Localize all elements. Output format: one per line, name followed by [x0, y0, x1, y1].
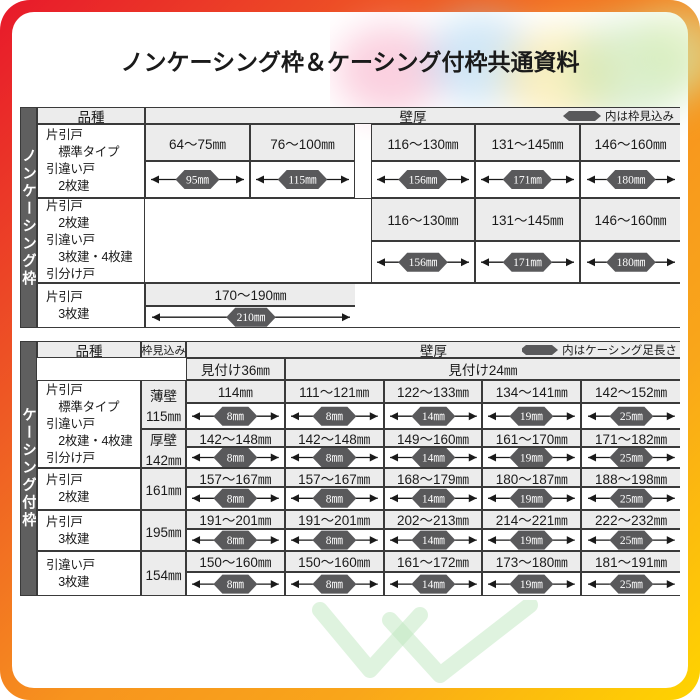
svg-text:25㎜: 25㎜ — [620, 579, 643, 591]
svg-text:25㎜: 25㎜ — [620, 452, 643, 464]
svg-text:19㎜: 19㎜ — [520, 579, 543, 591]
svg-text:14㎜: 14㎜ — [422, 535, 445, 547]
svg-text:14㎜: 14㎜ — [422, 411, 445, 423]
svg-text:8㎜: 8㎜ — [326, 579, 344, 591]
svg-text:8㎜: 8㎜ — [227, 579, 245, 591]
svg-text:8㎜: 8㎜ — [227, 535, 245, 547]
svg-text:25㎜: 25㎜ — [620, 535, 643, 547]
svg-text:8㎜: 8㎜ — [227, 452, 245, 464]
svg-text:180㎜: 180㎜ — [616, 257, 645, 269]
svg-text:180㎜: 180㎜ — [616, 175, 645, 187]
svg-text:8㎜: 8㎜ — [227, 411, 245, 423]
svg-text:8㎜: 8㎜ — [326, 535, 344, 547]
svg-text:19㎜: 19㎜ — [520, 494, 543, 506]
svg-text:14㎜: 14㎜ — [422, 494, 445, 506]
svg-text:19㎜: 19㎜ — [520, 411, 543, 423]
svg-text:14㎜: 14㎜ — [422, 579, 445, 591]
svg-text:8㎜: 8㎜ — [326, 452, 344, 464]
svg-text:14㎜: 14㎜ — [422, 452, 445, 464]
svg-text:171㎜: 171㎜ — [513, 257, 542, 269]
svg-text:156㎜: 156㎜ — [409, 257, 438, 269]
svg-text:156㎜: 156㎜ — [409, 175, 438, 187]
svg-text:8㎜: 8㎜ — [227, 494, 245, 506]
svg-text:171㎜: 171㎜ — [513, 175, 542, 187]
svg-text:19㎜: 19㎜ — [520, 452, 543, 464]
svg-text:115㎜: 115㎜ — [288, 175, 317, 187]
svg-text:25㎜: 25㎜ — [620, 494, 643, 506]
svg-text:95㎜: 95㎜ — [186, 175, 210, 187]
svg-text:210㎜: 210㎜ — [236, 312, 265, 324]
svg-text:8㎜: 8㎜ — [326, 411, 344, 423]
svg-text:25㎜: 25㎜ — [620, 411, 643, 423]
svg-text:19㎜: 19㎜ — [520, 535, 543, 547]
svg-text:8㎜: 8㎜ — [326, 494, 344, 506]
